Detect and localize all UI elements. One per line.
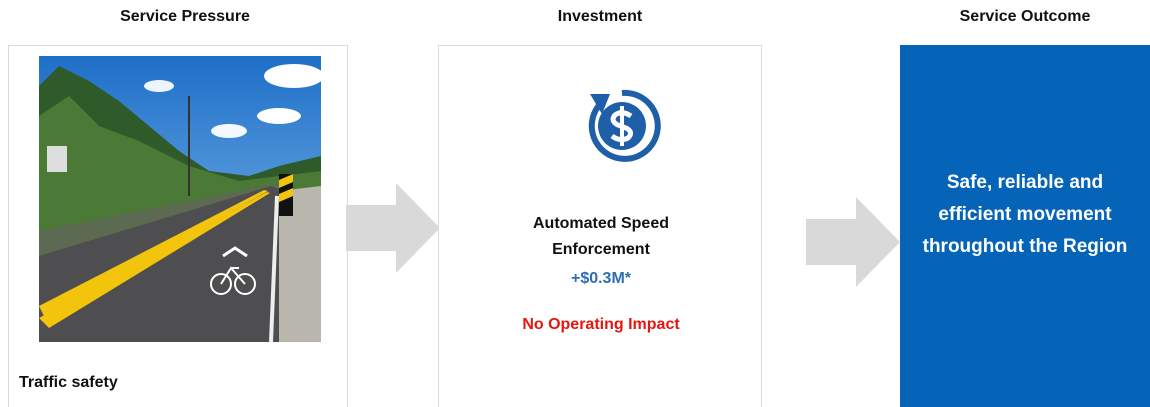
investment-icon [582,86,662,166]
flow-arrow [806,197,901,287]
pressure-label: Traffic safety [19,374,118,392]
pressure-box: Traffic safety [8,45,348,407]
investment-box: Automated Speed Enforcement +$0.3M* No O… [438,45,762,407]
flow-arrow [346,183,441,273]
investment-amount: +$0.3M* [439,270,763,288]
investment-title: Automated Speed Enforcement [501,211,701,263]
column-header: Investment [438,8,762,26]
page: Service Pressure Investment Service Outc… [0,0,1150,407]
outcome-text: Safe, reliable and efficient movement th… [912,167,1138,263]
outcome-box: Safe, reliable and efficient movement th… [900,45,1150,407]
column-header: Service Outcome [900,8,1150,26]
column-header: Service Pressure [20,8,350,26]
operating-impact: No Operating Impact [439,316,763,334]
road-photo [39,56,321,342]
